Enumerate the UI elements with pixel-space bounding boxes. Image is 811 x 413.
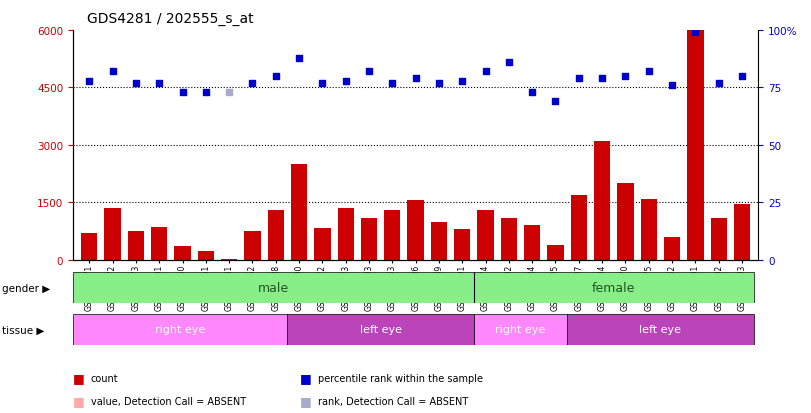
Bar: [594, 142, 610, 260]
Bar: [407, 201, 424, 260]
Point: [432, 81, 445, 87]
Point: [689, 30, 702, 37]
Bar: [291, 165, 307, 260]
Point: [712, 81, 725, 87]
Point: [573, 76, 586, 83]
Bar: [128, 232, 144, 260]
Bar: [73, 273, 474, 304]
Bar: [641, 199, 657, 260]
Bar: [478, 211, 494, 260]
Point: [479, 69, 492, 76]
Bar: [474, 273, 753, 304]
Point: [130, 81, 143, 87]
Bar: [734, 205, 750, 260]
Bar: [710, 218, 727, 260]
Point: [666, 83, 679, 89]
Bar: [567, 314, 753, 345]
Point: [363, 69, 375, 76]
Point: [549, 99, 562, 105]
Point: [200, 90, 212, 96]
Bar: [547, 246, 564, 260]
Text: ■: ■: [73, 371, 84, 385]
Point: [106, 69, 119, 76]
Bar: [174, 247, 191, 260]
Bar: [571, 195, 587, 260]
Text: ■: ■: [300, 371, 311, 385]
Text: gender ▶: gender ▶: [2, 283, 50, 293]
Bar: [73, 314, 287, 345]
Bar: [687, 31, 703, 260]
Point: [456, 78, 469, 85]
Bar: [337, 209, 354, 260]
Bar: [500, 218, 517, 260]
Point: [502, 60, 515, 66]
Point: [246, 81, 259, 87]
Bar: [474, 314, 567, 345]
Point: [269, 74, 282, 80]
Bar: [384, 211, 401, 260]
Point: [736, 74, 749, 80]
Bar: [431, 222, 447, 260]
Text: ■: ■: [300, 394, 311, 407]
Text: value, Detection Call = ABSENT: value, Detection Call = ABSENT: [91, 396, 246, 406]
Bar: [664, 237, 680, 260]
Bar: [105, 209, 121, 260]
Point: [339, 78, 352, 85]
Point: [293, 55, 306, 62]
Text: left eye: left eye: [639, 324, 681, 335]
Bar: [524, 226, 540, 260]
Text: right eye: right eye: [496, 324, 546, 335]
Text: GDS4281 / 202555_s_at: GDS4281 / 202555_s_at: [87, 12, 253, 26]
Point: [642, 69, 655, 76]
Text: ■: ■: [73, 394, 84, 407]
Point: [619, 74, 632, 80]
Bar: [244, 232, 260, 260]
Bar: [198, 252, 214, 260]
Point: [595, 76, 608, 83]
Bar: [268, 211, 284, 260]
Point: [83, 78, 96, 85]
Text: count: count: [91, 373, 118, 383]
Point: [386, 81, 399, 87]
Bar: [361, 218, 377, 260]
Point: [223, 90, 236, 96]
Text: tissue ▶: tissue ▶: [2, 325, 45, 335]
Text: rank, Detection Call = ABSENT: rank, Detection Call = ABSENT: [318, 396, 468, 406]
Text: left eye: left eye: [359, 324, 401, 335]
Bar: [454, 230, 470, 260]
Bar: [617, 184, 633, 260]
Text: percentile rank within the sample: percentile rank within the sample: [318, 373, 483, 383]
Bar: [221, 259, 238, 260]
Point: [152, 81, 165, 87]
Point: [176, 90, 189, 96]
Point: [410, 76, 423, 83]
Text: right eye: right eye: [155, 324, 205, 335]
Point: [526, 90, 539, 96]
Bar: [314, 229, 331, 260]
Point: [316, 81, 329, 87]
Bar: [287, 314, 474, 345]
Text: female: female: [592, 282, 636, 294]
Bar: [151, 228, 167, 260]
Bar: [81, 233, 97, 260]
Text: male: male: [258, 282, 289, 294]
